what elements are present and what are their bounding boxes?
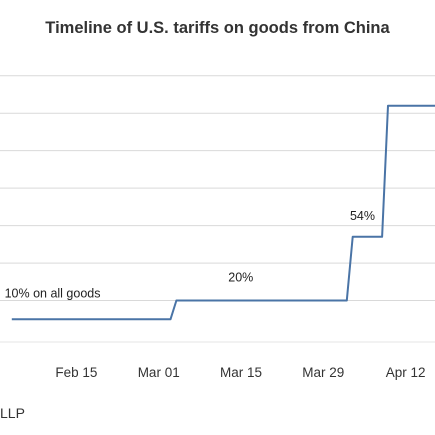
- data-label-1: 20%: [228, 271, 253, 285]
- source-note: LLP: [0, 405, 25, 421]
- data-label-0: 10% on all goods: [5, 286, 101, 300]
- x-tick-label-2: Mar 15: [220, 365, 262, 380]
- x-tick-label-4: Apr 12: [386, 365, 426, 380]
- x-tick-label-3: Mar 29: [302, 365, 344, 380]
- x-tick-label-0: Feb 15: [55, 365, 97, 380]
- data-label-2: 54%: [350, 209, 375, 223]
- series-lines: [11, 104, 435, 321]
- series-line-0: [11, 104, 435, 321]
- x-tick-label-1: Mar 01: [138, 365, 180, 380]
- gridlines: [0, 75, 435, 302]
- chart-title: Timeline of U.S. tariffs on goods from C…: [45, 19, 390, 37]
